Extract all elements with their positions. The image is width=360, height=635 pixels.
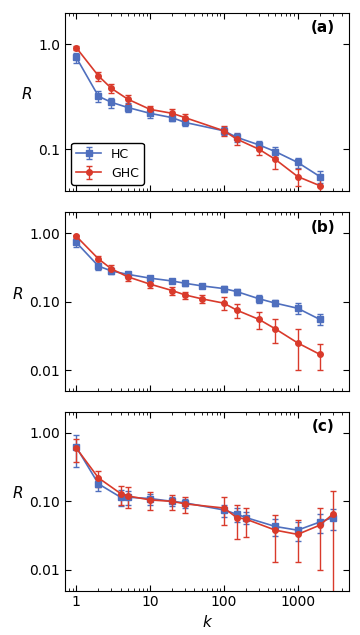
X-axis label: k: k: [203, 615, 211, 630]
Y-axis label: R: R: [22, 87, 32, 102]
Legend: HC, GHC: HC, GHC: [71, 142, 144, 185]
Text: (b): (b): [310, 220, 335, 234]
Y-axis label: R: R: [13, 486, 23, 502]
Text: (c): (c): [312, 419, 335, 434]
Text: (a): (a): [311, 20, 335, 35]
Y-axis label: R: R: [13, 286, 23, 302]
